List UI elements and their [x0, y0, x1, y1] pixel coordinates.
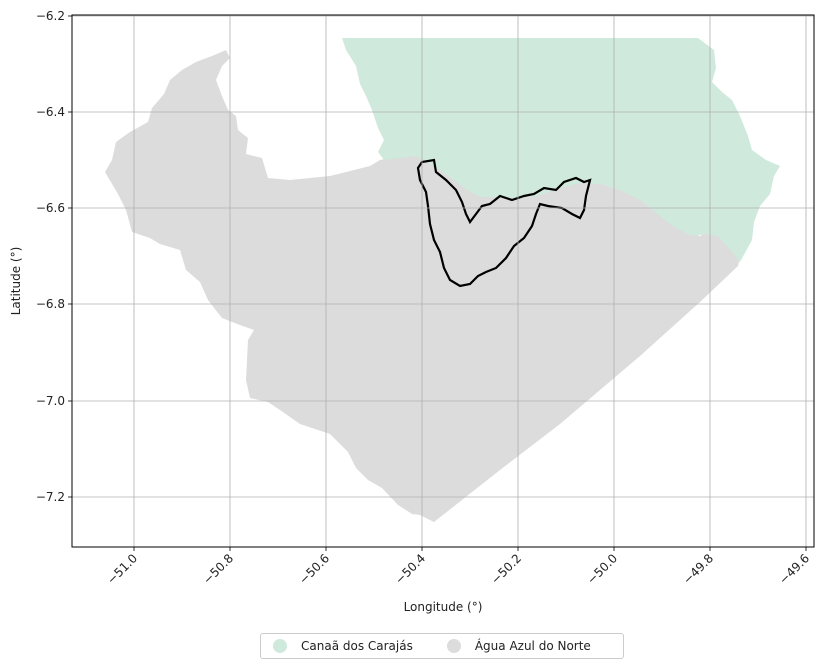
legend-swatch-canaa — [273, 639, 287, 653]
x-tick-label: −51.0 — [104, 551, 140, 587]
legend-item-canaa: Canaã dos Carajás — [273, 639, 413, 653]
region-agua-azul-do-norte — [105, 50, 740, 522]
y-tick-label: −6.4 — [36, 105, 65, 119]
x-tick-label: −49.6 — [776, 551, 812, 587]
region-canaa-dos-carajas — [342, 38, 780, 262]
legend-item-agua-azul: Água Azul do Norte — [446, 639, 591, 653]
highlighted-area-outline — [416, 158, 592, 288]
x-tick-label: −50.4 — [392, 551, 428, 587]
x-tick-label: −50.0 — [584, 551, 620, 587]
x-tick-label: −50.2 — [488, 551, 524, 587]
x-tick-label: −50.8 — [200, 551, 236, 587]
plot-frame — [71, 14, 815, 548]
legend-label-canaa: Canaã dos Carajás — [301, 639, 413, 653]
y-tick-label: −7.0 — [36, 394, 65, 408]
y-tick-label: −6.6 — [36, 201, 65, 215]
y-tick-label: −6.8 — [36, 297, 65, 311]
x-tick-label: −49.8 — [680, 551, 716, 587]
legend: Canaã dos Carajás Água Azul do Norte — [260, 633, 624, 659]
y-tick-label: −7.2 — [36, 490, 65, 504]
x-tick-label: −50.6 — [296, 551, 332, 587]
y-tick-label: −6.2 — [36, 9, 65, 23]
x-axis-label: Longitude (°) — [404, 600, 483, 614]
legend-label-agua-azul: Água Azul do Norte — [474, 639, 591, 653]
y-axis-label: Latitude (°) — [9, 247, 23, 316]
grid-lines — [72, 15, 814, 547]
legend-swatch-agua-azul — [446, 639, 461, 653]
